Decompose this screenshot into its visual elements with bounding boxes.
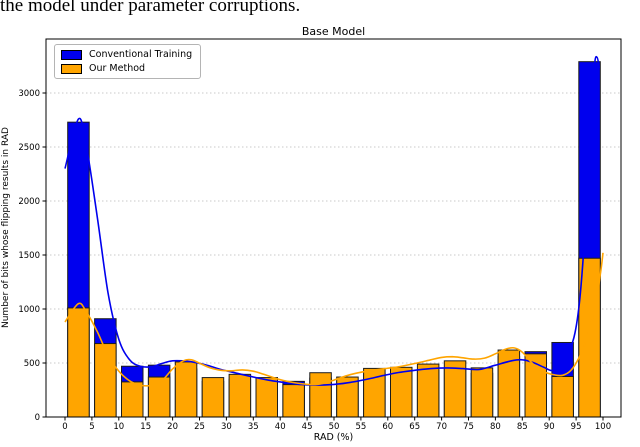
conventional-training-swatch (61, 49, 82, 60)
x-tick-label-35: 35 (248, 422, 259, 432)
x-tick-label-75: 75 (463, 422, 474, 432)
x-tick-label-45: 45 (302, 422, 313, 432)
x-tick-label-80: 80 (490, 422, 501, 432)
bar-our-method-bin12 (390, 366, 413, 418)
our-method-swatch (61, 63, 82, 74)
x-tick-label-95: 95 (571, 422, 582, 432)
x-tick-label-40: 40 (275, 422, 286, 432)
x-axis-label: RAD (%) (313, 432, 354, 443)
bar-our-method-bin13 (416, 363, 440, 418)
x-tick-label-10: 10 (113, 422, 124, 432)
legend-item-our-method: Our Method (61, 63, 192, 74)
bar-our-method-bin2 (121, 381, 144, 418)
bar-our-method-bin0 (67, 307, 90, 418)
legend-item-conventional: Conventional Training (61, 49, 192, 60)
legend-label-conventional: Conventional Training (89, 49, 193, 60)
x-tick-label-65: 65 (409, 422, 420, 432)
y-axis-label: Number of bits whose flipping results in… (1, 127, 11, 329)
x-tick-label-15: 15 (140, 422, 151, 432)
bar-our-method-bin1 (94, 343, 117, 418)
x-tick-label-0: 0 (62, 422, 67, 432)
bar-our-method-bin18 (551, 376, 574, 418)
bar-our-method-bin7 (255, 377, 278, 418)
x-tick-label-90: 90 (544, 422, 555, 432)
x-tick-label-20: 20 (167, 422, 178, 432)
x-tick-label-70: 70 (436, 422, 447, 432)
x-tick-label-60: 60 (382, 422, 393, 432)
x-tick-label-100: 100 (595, 422, 611, 432)
caption-text: the model under parameter corruptions. (0, 0, 301, 16)
x-tick-label-85: 85 (517, 422, 528, 432)
bar-our-method-bin4 (174, 361, 198, 418)
x-tick-label-25: 25 (194, 422, 205, 432)
legend: Conventional Training Our Method (54, 44, 202, 79)
x-tick-label-55: 55 (355, 422, 366, 432)
x-tick-label-50: 50 (329, 422, 340, 432)
legend-label-our-method: Our Method (89, 63, 146, 74)
bar-our-method-bin15 (470, 367, 494, 418)
bar-our-method-bin6 (228, 373, 252, 418)
bar-our-method-bin8 (282, 384, 305, 418)
y-tick-label-2500: 2500 (18, 143, 40, 153)
x-tick-label-30: 30 (221, 422, 232, 432)
chart-title: Base Model (301, 25, 366, 38)
bar-our-method-bin9 (309, 372, 332, 418)
y-tick-label-1500: 1500 (18, 251, 40, 261)
bar-our-method-bin5 (201, 377, 225, 418)
y-tick-label-3000: 3000 (18, 89, 40, 99)
kde-line-conventional (64, 55, 600, 386)
y-tick-label-2000: 2000 (18, 197, 40, 207)
y-tick-label-0: 0 (35, 413, 40, 423)
y-tick-label-500: 500 (24, 359, 40, 369)
kde-line-our-method (64, 252, 604, 387)
x-tick-label-5: 5 (89, 422, 94, 432)
y-tick-label-1000: 1000 (18, 305, 40, 315)
